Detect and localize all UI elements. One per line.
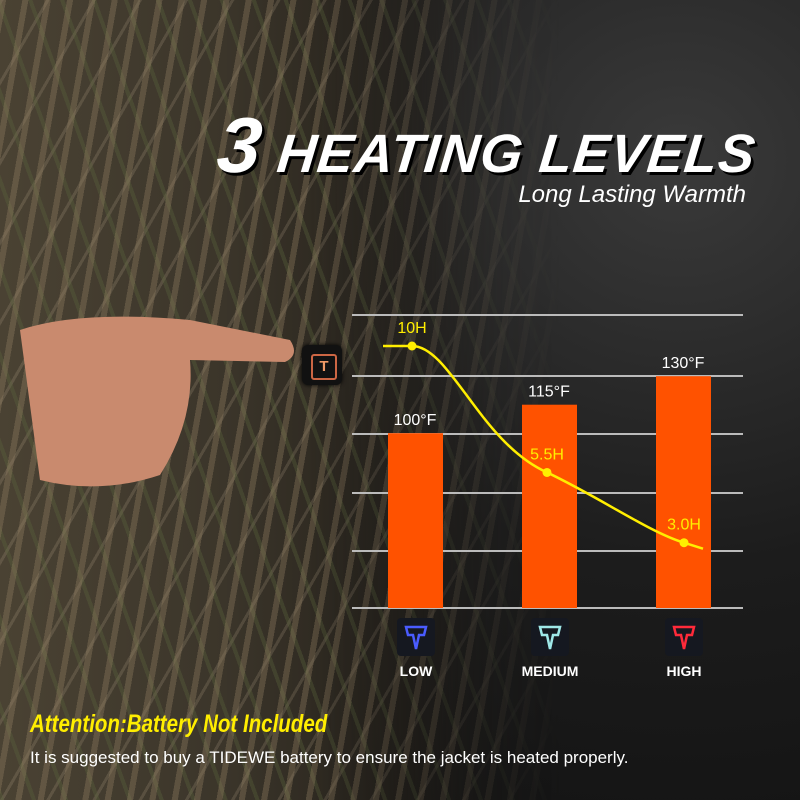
- bar-medium: [522, 404, 577, 608]
- tidewe-logo-icon: [404, 625, 428, 650]
- runtime-label: 3.0H: [667, 517, 701, 534]
- runtime-label: 5.5H: [530, 446, 564, 463]
- tidewe-logo-icon: T: [311, 354, 337, 380]
- runtime-point: [679, 538, 689, 548]
- tidewe-logo-icon: [538, 625, 562, 650]
- level-button: [531, 618, 569, 656]
- attention-heading: Attention:Battery Not Included: [30, 710, 328, 738]
- subtitle: Long Lasting Warmth: [518, 181, 746, 208]
- heating-button: T: [302, 345, 342, 385]
- hand-pressing-button: [20, 316, 294, 487]
- runtime-point: [407, 341, 417, 351]
- bar-label: 115°F: [528, 384, 570, 401]
- level-label-medium: MEDIUM: [522, 663, 579, 679]
- battery-note: It is suggested to buy a TIDEWE battery …: [30, 748, 629, 767]
- level-button: [665, 618, 703, 656]
- level-button: [397, 618, 435, 656]
- level-label-high: HIGH: [667, 663, 702, 679]
- bar-label: 130°F: [662, 355, 705, 372]
- bar-low: [388, 433, 443, 608]
- bar-high: [656, 376, 711, 608]
- runtime-point: [542, 467, 552, 477]
- bar-label: 100°F: [394, 412, 437, 429]
- tidewe-logo-icon: [672, 625, 696, 650]
- level-label-low: LOW: [400, 663, 433, 679]
- runtime-label: 10H: [397, 320, 426, 337]
